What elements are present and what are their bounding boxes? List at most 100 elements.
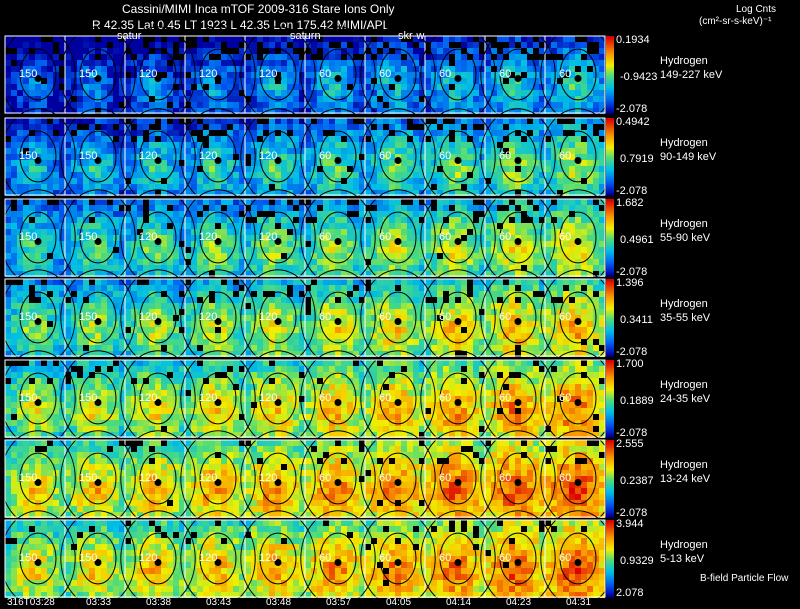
bfield-marker-icon <box>34 399 42 406</box>
bfield-marker-icon <box>454 318 462 325</box>
colorbar-max: 3.944 <box>616 518 644 530</box>
contour-inner <box>259 291 297 344</box>
contour-inner <box>139 291 177 344</box>
bfield-marker-icon <box>454 157 462 164</box>
colorbar-mid: 0.7919 <box>620 152 654 165</box>
time-tick-label: 04:05 <box>386 597 412 608</box>
contour-inner <box>79 48 117 101</box>
contour-label: 120 <box>259 552 278 565</box>
bfield-marker-icon <box>334 479 342 486</box>
contour-label: 120 <box>199 311 218 324</box>
bfield-marker-icon <box>154 399 162 406</box>
row-energy-label: 149-227 keV <box>660 69 723 82</box>
contour-label: 150 <box>19 311 38 324</box>
bfield-marker-icon <box>214 75 222 82</box>
bfield-marker-icon <box>274 157 282 164</box>
contour-outer <box>120 26 196 123</box>
contour-label: 120 <box>139 552 158 565</box>
contour-label: 60 <box>559 311 572 324</box>
bfield-marker-icon <box>154 157 162 164</box>
colorbar-mid: -0.9423 <box>620 70 658 83</box>
row-energy-label: 55-90 keV <box>660 232 711 245</box>
bfield-marker-icon <box>334 559 342 566</box>
bfield-marker-icon <box>334 318 342 325</box>
bfield-marker-icon <box>514 399 522 406</box>
bfield-marker-icon <box>514 479 522 486</box>
heatmap-row-4 <box>0 350 616 447</box>
contour-label: 60 <box>439 311 452 324</box>
contour-label: 120 <box>199 150 218 163</box>
time-tick-label: 03:48 <box>266 597 292 608</box>
row-species-label: Hydrogen <box>660 539 708 552</box>
contour-inner <box>499 291 537 344</box>
contour-inner <box>79 130 117 183</box>
contour-inner <box>379 532 417 585</box>
bfield-marker-icon <box>574 75 582 82</box>
contour-label: 120 <box>259 68 278 81</box>
contour-label: 60 <box>499 311 512 324</box>
bfield-marker-icon <box>274 318 282 325</box>
bfield-marker-icon <box>94 75 102 82</box>
contour-label: 150 <box>79 68 98 81</box>
contour-label: 60 <box>319 150 332 163</box>
bfield-marker-icon <box>514 559 522 566</box>
colorbar-min: -2.078 <box>616 346 648 358</box>
contour-outer <box>540 510 616 607</box>
contour-inner <box>379 291 417 344</box>
contour-inner <box>199 130 237 183</box>
bfield-marker-icon <box>214 238 222 245</box>
contour-inner <box>19 211 57 264</box>
contour-label: 120 <box>139 392 158 405</box>
contour-label: 60 <box>499 472 512 485</box>
bfield-marker-icon <box>214 318 222 325</box>
contour-outer <box>360 510 436 607</box>
colorbar-max: 0.4942 <box>616 116 650 128</box>
contour-label: 60 <box>379 472 392 485</box>
bfield-marker-icon <box>334 75 342 82</box>
contour-inner <box>559 130 597 183</box>
contour-label: 120 <box>259 150 278 163</box>
contour-inner <box>19 48 57 101</box>
bfield-marker-icon <box>214 559 222 566</box>
contour-inner <box>259 532 297 585</box>
row-energy-label: 13-24 keV <box>660 473 711 486</box>
contour-label: 150 <box>19 552 38 565</box>
contour-inner <box>19 532 57 585</box>
bfield-marker-icon <box>394 559 402 566</box>
contour-inner <box>559 532 597 585</box>
contour-label: 60 <box>379 392 392 405</box>
contour-label: 150 <box>19 150 38 163</box>
bfield-marker-icon <box>394 318 402 325</box>
bfield-marker-icon <box>214 399 222 406</box>
contour-label: 120 <box>259 231 278 244</box>
row-energy-label: 90-149 keV <box>660 151 717 164</box>
bfield-marker-icon <box>454 399 462 406</box>
contour-inner <box>199 291 237 344</box>
contour-outer <box>240 510 316 607</box>
colorbar-max: 1.396 <box>616 277 644 289</box>
chart-title: Cassini/MIMI Inca mTOF 2009-316 Stare Io… <box>122 2 395 16</box>
bfield-marker-icon <box>454 559 462 566</box>
row-species-label: Hydrogen <box>660 137 708 150</box>
contour-inner <box>439 532 477 585</box>
contour-inner <box>199 532 237 585</box>
contour-inner <box>79 452 117 505</box>
row-frame <box>4 117 606 196</box>
bfield-marker-icon <box>574 399 582 406</box>
time-tick-label: 04:23 <box>506 597 532 608</box>
contour-inner <box>439 130 477 183</box>
bfield-marker-icon <box>154 75 162 82</box>
time-tick-label: 03:57 <box>326 597 352 608</box>
colorbar-min: -2.078 <box>616 266 648 278</box>
contour-label: 60 <box>499 150 512 163</box>
colorbar-max: 0.1934 <box>616 34 650 46</box>
time-tick-label: 316T03:28 <box>7 597 55 608</box>
contour-label: 60 <box>439 231 452 244</box>
contour-label: 60 <box>319 68 332 81</box>
contour-inner <box>439 452 477 505</box>
contour-inner <box>439 211 477 264</box>
panel-label-saturn: saturn <box>290 30 321 42</box>
bfield-marker-icon <box>154 318 162 325</box>
contour-inner <box>439 372 477 425</box>
contour-inner <box>499 48 537 101</box>
